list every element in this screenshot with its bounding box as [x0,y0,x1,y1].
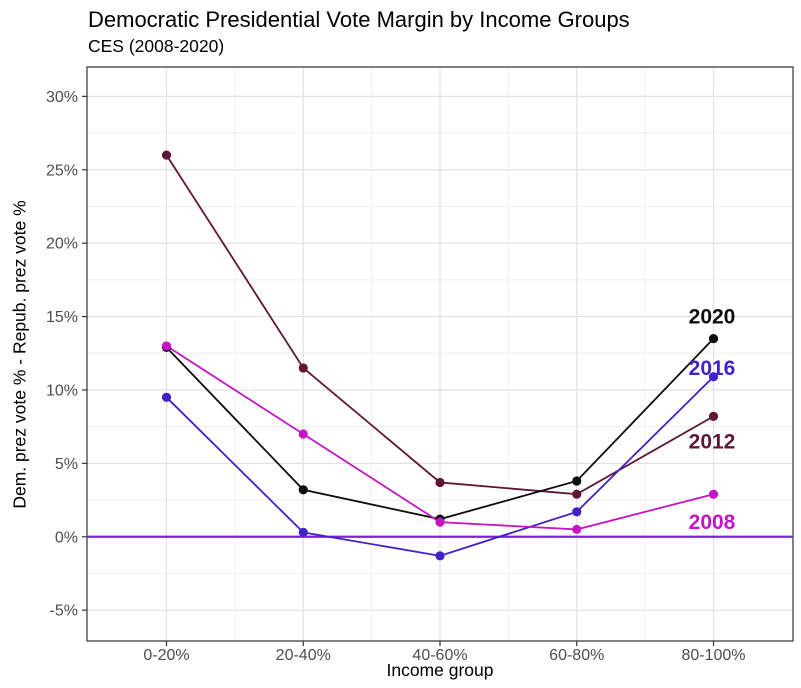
data-point-2020-4 [708,333,719,344]
x-tick-label: 80-100% [681,647,745,664]
x-tick-label: 60-80% [549,647,604,664]
x-tick-label: 0-20% [143,647,189,664]
data-point-2016-2 [435,551,445,561]
y-tick-label: 25% [46,162,78,179]
y-tick-label: -5% [50,603,78,620]
data-point-2016-0 [161,392,172,402]
data-point-2008-4 [708,489,719,499]
data-point-2012-4 [708,411,719,421]
series-label-2016: 2016 [689,357,736,380]
series-label-2012: 2012 [689,430,736,453]
data-point-2020-3 [572,476,582,486]
series-label-2020: 2020 [689,306,736,329]
data-point-2020-1 [298,485,308,495]
data-point-2016-4 [708,372,719,382]
y-tick-label: 0% [55,529,78,546]
data-point-2008-1 [298,429,308,439]
series-label-2008: 2008 [689,511,736,534]
data-point-2012-0 [161,150,172,160]
x-tick-label: 40-60% [412,647,467,664]
y-tick-label: 5% [55,456,78,473]
data-point-2012-2 [435,477,445,488]
x-tick-label: 20-40% [276,647,331,664]
y-tick-label: 15% [46,309,78,326]
y-tick-label: 20% [46,236,78,253]
y-tick-label: 30% [46,89,78,106]
data-point-2008-0 [161,341,172,351]
data-point-2012-3 [572,489,582,499]
chart-title: Democratic Presidential Vote Margin by I… [88,7,630,32]
data-point-2016-1 [298,527,308,537]
data-point-2008-2 [435,517,445,527]
data-point-2008-3 [572,524,582,535]
y-tick-label: 10% [46,382,78,399]
chart-subtitle: CES (2008-2020) [88,36,225,56]
data-point-2016-3 [572,507,582,517]
x-axis-title: Income group [386,660,494,680]
data-point-2012-1 [298,363,308,373]
